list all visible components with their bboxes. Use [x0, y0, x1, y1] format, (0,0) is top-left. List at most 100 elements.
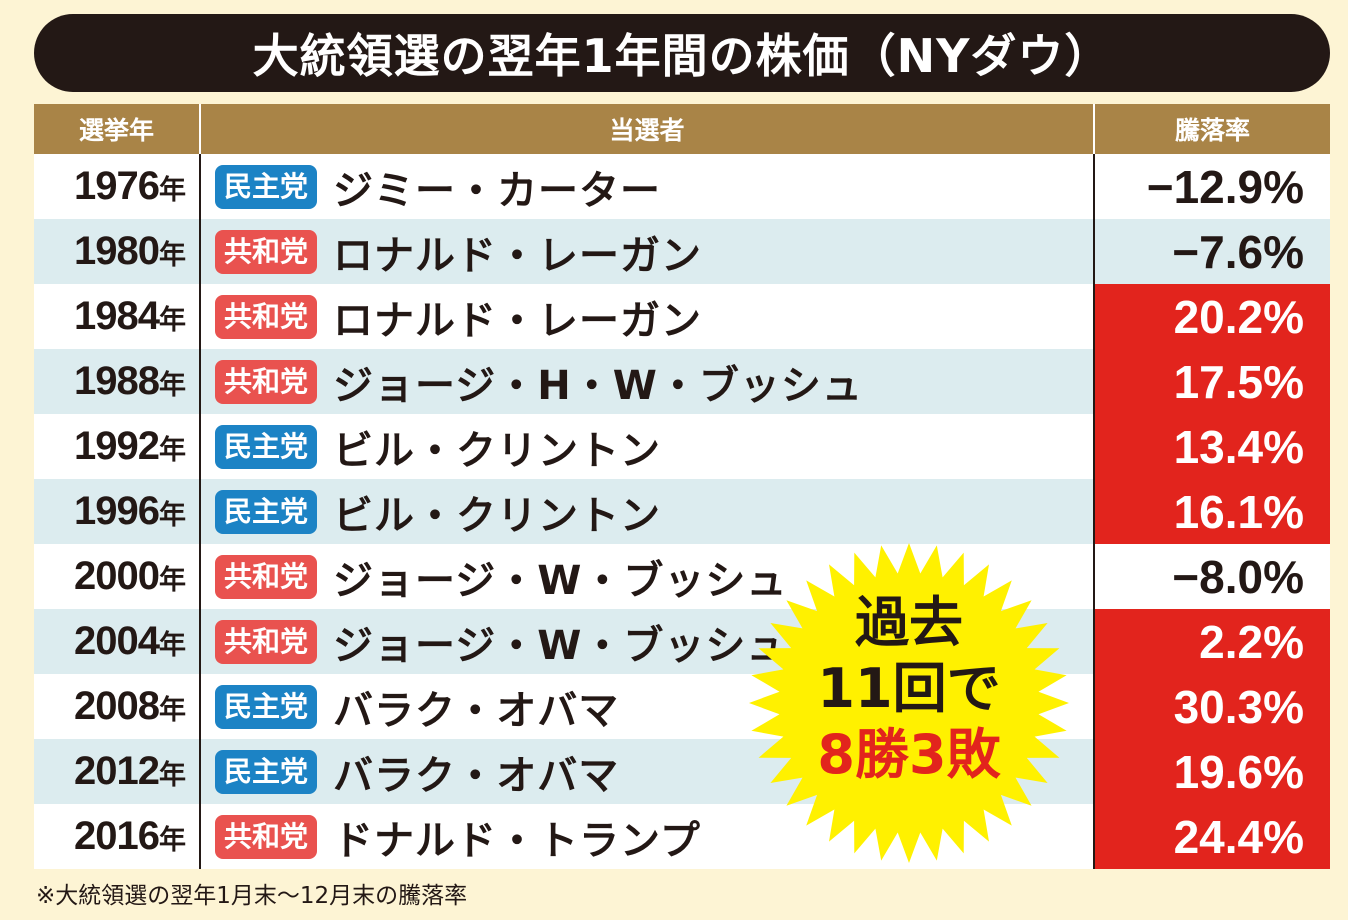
election-year-cell: 1992年	[34, 414, 201, 479]
starburst-polygon	[749, 543, 1069, 863]
table-row: 1992年 民主党 ビル・クリントン 13.4%	[34, 414, 1330, 479]
change-rate-cell: 16.1%	[1094, 479, 1330, 544]
winner-cell: 共和党 ジョージ・W・ブッシュ	[200, 544, 1095, 609]
election-year-cell: 2004年	[34, 609, 201, 674]
table-row: 1976年 民主党 ジミー・カーター −12.9%	[34, 154, 1330, 219]
year-suffix: 年	[159, 825, 186, 855]
change-rate-cell: 13.4%	[1094, 414, 1330, 479]
election-year: 1976	[74, 164, 160, 208]
party-badge: 民主党	[215, 684, 318, 729]
winner-name: ロナルド・レーガン	[333, 297, 703, 344]
change-rate-cell: −7.6%	[1094, 219, 1330, 284]
winner-name: ロナルド・レーガン	[333, 232, 703, 279]
table-row: 1980年 共和党 ロナルド・レーガン −7.6%	[34, 219, 1330, 284]
winner-cell: 民主党 ジミー・カーター	[200, 154, 1095, 219]
election-year: 1992	[74, 424, 160, 468]
election-year-cell: 2008年	[34, 674, 201, 739]
table-row: 2008年 民主党 バラク・オバマ 30.3%	[34, 674, 1330, 739]
year-suffix: 年	[159, 565, 186, 595]
change-rate-cell: 19.6%	[1094, 739, 1330, 804]
year-suffix: 年	[159, 240, 186, 270]
party-badge: 共和党	[215, 619, 318, 664]
winner-cell: 共和党 ドナルド・トランプ	[200, 804, 1095, 869]
party-badge: 民主党	[215, 749, 318, 794]
starburst-shape	[749, 543, 1069, 863]
change-rate-cell: 2.2%	[1094, 609, 1330, 674]
change-rate-cell: 30.3%	[1094, 674, 1330, 739]
winner-cell: 民主党 ビル・クリントン	[200, 414, 1095, 479]
election-year: 2008	[74, 684, 160, 728]
election-year-cell: 2000年	[34, 544, 201, 609]
change-rate-cell: −8.0%	[1094, 544, 1330, 609]
election-year: 1984	[74, 294, 160, 338]
year-suffix: 年	[159, 695, 186, 725]
footnote: ※大統領選の翌年1月末〜12月末の騰落率	[36, 883, 468, 909]
table-row: 1996年 民主党 ビル・クリントン 16.1%	[34, 479, 1330, 544]
column-header-year: 選挙年	[34, 104, 201, 154]
election-year-cell: 1976年	[34, 154, 201, 219]
party-badge: 共和党	[215, 359, 318, 404]
winner-name: バラク・オバマ	[333, 752, 620, 799]
election-year-cell: 2016年	[34, 804, 201, 869]
party-badge: 共和党	[215, 554, 318, 599]
election-year: 1988	[74, 359, 160, 403]
table-row: 2004年 共和党 ジョージ・W・ブッシュ 2.2%	[34, 609, 1330, 674]
winner-cell: 共和党 ロナルド・レーガン	[200, 219, 1095, 284]
winner-name: バラク・オバマ	[333, 687, 620, 734]
change-rate-cell: 17.5%	[1094, 349, 1330, 414]
year-suffix: 年	[159, 500, 186, 530]
winner-name: ジョージ・W・ブッシュ	[333, 557, 788, 604]
column-header-change: 騰落率	[1094, 104, 1330, 154]
column-header-winner: 当選者	[200, 104, 1095, 154]
winner-name: ジミー・カーター	[333, 167, 662, 214]
year-suffix: 年	[159, 175, 186, 205]
year-suffix: 年	[159, 370, 186, 400]
callout-line-3: 8勝3敗	[817, 723, 1001, 786]
winner-cell: 共和党 ジョージ・H・W・ブッシュ	[200, 349, 1095, 414]
winner-name: ドナルド・トランプ	[333, 817, 701, 864]
election-year: 2004	[74, 619, 160, 663]
party-badge: 共和党	[215, 294, 318, 339]
year-suffix: 年	[159, 760, 186, 790]
table-row: 2000年 共和党 ジョージ・W・ブッシュ −8.0%	[34, 544, 1330, 609]
table-body: 1976年 民主党 ジミー・カーター −12.9% 1980年 共和党 ロナルド・レーガン −…	[34, 154, 1330, 869]
change-rate-cell: −12.9%	[1094, 154, 1330, 219]
election-year-cell: 1980年	[34, 219, 201, 284]
change-rate-cell: 24.4%	[1094, 804, 1330, 869]
party-badge: 共和党	[215, 229, 318, 274]
election-year: 2012	[74, 749, 160, 793]
election-year-cell: 1984年	[34, 284, 201, 349]
results-table: 選挙年 当選者 騰落率 1976年 民主党 ジミー・カーター −12.9% 1980年共…	[34, 104, 1330, 869]
winner-cell: 共和党 ロナルド・レーガン	[200, 284, 1095, 349]
callout-line-2: 11回で	[817, 657, 1001, 720]
party-badge: 共和党	[215, 814, 318, 859]
change-rate-cell: 20.2%	[1094, 284, 1330, 349]
election-year-cell: 1996年	[34, 479, 201, 544]
winner-name: ビル・クリントン	[333, 427, 662, 474]
election-year: 2000	[74, 554, 160, 598]
callout-text: 過去 11回で 8勝3敗	[744, 590, 1074, 788]
winner-name: ジョージ・H・W・ブッシュ	[333, 362, 863, 409]
election-year-cell: 2012年	[34, 739, 201, 804]
winner-name: ビル・クリントン	[333, 492, 662, 539]
year-suffix: 年	[159, 305, 186, 335]
year-suffix: 年	[159, 435, 186, 465]
callout-line-1: 過去	[855, 591, 963, 654]
table-row: 1984年 共和党 ロナルド・レーガン 20.2%	[34, 284, 1330, 349]
summary-callout: 過去 11回で 8勝3敗	[744, 538, 1074, 868]
table-row: 2012年 民主党 バラク・オバマ 19.6%	[34, 739, 1330, 804]
party-badge: 民主党	[215, 164, 318, 209]
party-badge: 民主党	[215, 424, 318, 469]
chart-title: 大統領選の翌年1年間の株価（NYダウ）	[34, 14, 1330, 92]
party-badge: 民主党	[215, 489, 318, 534]
table-header-row: 選挙年 当選者 騰落率	[34, 104, 1330, 154]
winner-cell: 民主党 ビル・クリントン	[200, 479, 1095, 544]
year-suffix: 年	[159, 630, 186, 660]
election-year: 1996	[74, 489, 160, 533]
election-year-cell: 1988年	[34, 349, 201, 414]
table-row: 2016年 共和党 ドナルド・トランプ 24.4%	[34, 804, 1330, 869]
election-year: 1980	[74, 229, 160, 273]
winner-name: ジョージ・W・ブッシュ	[333, 622, 788, 669]
election-year: 2016	[74, 814, 160, 858]
table-row: 1988年 共和党 ジョージ・H・W・ブッシュ 17.5%	[34, 349, 1330, 414]
